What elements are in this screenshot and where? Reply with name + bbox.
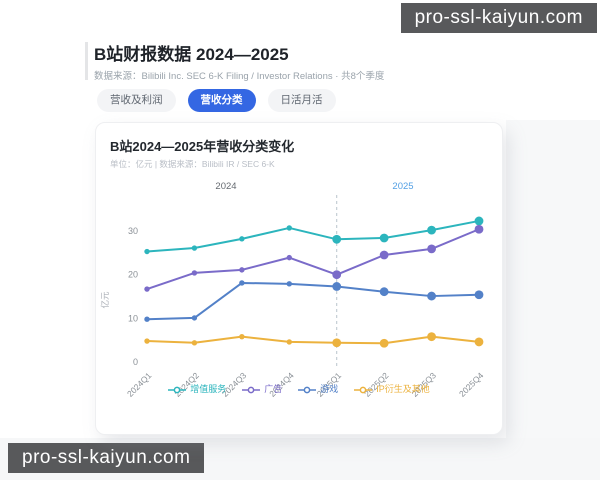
watermark-badge-bottom: pro-ssl-kaiyun.com — [8, 443, 205, 473]
y-axis-tick: 10 — [128, 313, 138, 323]
data-point-1-2 — [239, 267, 245, 273]
y-axis-tick: 0 — [133, 357, 138, 367]
data-point-0-2 — [239, 236, 245, 242]
tab-bar: 营收及利润 营收分类 日活月活 — [97, 89, 336, 112]
data-point-0-5 — [379, 233, 389, 243]
y-axis-title: 亿元 — [100, 291, 110, 309]
data-point-1-1 — [191, 270, 198, 276]
data-point-2-3 — [286, 281, 292, 287]
watermark-badge-top: pro-ssl-kaiyun.com — [400, 3, 597, 33]
series-line-3 — [146, 335, 481, 345]
period-label-2025: 2025 — [392, 181, 413, 192]
chart-subtitle: 单位：亿元 | 数据来源：Bilibili IR / SEC 6-K — [110, 159, 275, 169]
chart-card: B站2024—2025年营收分类变化 单位：亿元 | 数据来源：Bilibili… — [95, 122, 503, 435]
data-point-2-5 — [379, 287, 389, 297]
data-point-3-1 — [191, 340, 198, 346]
data-point-2-2 — [239, 280, 245, 286]
data-point-2-7 — [474, 290, 484, 300]
chart-title: B站2024—2025年营收分类变化 — [110, 139, 295, 154]
legend-label: IP衍生及其他 — [376, 384, 430, 394]
data-point-1-5 — [379, 250, 389, 260]
chart-legend: 增值服务 广告 游戏 IP衍生及其他 — [96, 385, 502, 394]
data-point-2-1 — [191, 315, 198, 321]
data-source-text: 数据来源：Bilibili Inc. SEC 6-K Filing / Inve… — [94, 71, 385, 82]
title-accent-bar — [85, 42, 88, 80]
data-point-3-7 — [474, 337, 484, 347]
data-point-1-7 — [474, 224, 484, 234]
data-point-2-6 — [427, 291, 436, 301]
page-background-right — [506, 120, 600, 440]
data-point-0-1 — [191, 245, 198, 251]
tab-revenue-category[interactable]: 营收分类 — [187, 89, 256, 112]
data-point-2-0 — [144, 316, 150, 322]
data-point-3-5 — [379, 338, 389, 348]
legend-marker-icon — [298, 386, 317, 393]
data-point-1-4 — [332, 270, 342, 280]
y-axis-tick: 20 — [128, 270, 138, 280]
data-point-3-4 — [332, 338, 342, 348]
legend-label: 游戏 — [320, 384, 339, 394]
series-line-1 — [146, 228, 481, 291]
data-point-3-6 — [427, 332, 436, 342]
legend-item-0[interactable]: 增值服务 — [168, 385, 226, 394]
y-axis-tick: 30 — [128, 226, 138, 236]
data-point-1-0 — [144, 286, 150, 292]
data-point-0-3 — [286, 225, 292, 231]
period-label-2024: 2024 — [215, 181, 236, 192]
data-point-0-7 — [474, 216, 484, 226]
legend-item-2[interactable]: 游戏 — [298, 385, 338, 394]
page-title: B站财报数据 2024—2025 — [94, 45, 289, 64]
data-point-3-2 — [239, 333, 245, 340]
data-point-1-6 — [427, 244, 436, 254]
legend-marker-icon — [168, 386, 187, 393]
tab-revenue-profit[interactable]: 营收及利润 — [97, 89, 176, 112]
legend-item-3[interactable]: IP衍生及其他 — [354, 385, 430, 394]
legend-label: 增值服务 — [190, 384, 227, 394]
data-point-2-4 — [332, 282, 342, 291]
legend-marker-icon — [242, 386, 261, 393]
legend-marker-icon — [354, 386, 373, 393]
data-point-0-4 — [332, 234, 342, 244]
data-point-0-6 — [427, 225, 436, 235]
data-point-3-0 — [144, 338, 150, 344]
legend-item-1[interactable]: 广告 — [242, 385, 282, 394]
series-line-0 — [146, 219, 481, 253]
tab-dau-mau[interactable]: 日活月活 — [267, 89, 336, 112]
data-point-0-0 — [144, 248, 150, 255]
series-line-2 — [146, 281, 481, 321]
legend-label: 广告 — [264, 384, 283, 394]
data-point-3-3 — [286, 339, 292, 345]
data-point-1-3 — [286, 254, 292, 261]
